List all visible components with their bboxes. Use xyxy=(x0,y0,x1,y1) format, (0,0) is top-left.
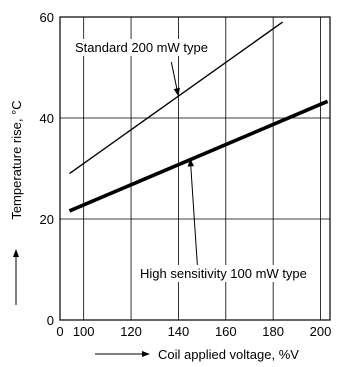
y-tick-label: 0 xyxy=(47,313,54,328)
x-axis-arrow-head xyxy=(142,351,150,357)
x-tick-label: 160 xyxy=(215,324,237,339)
y-axis-label: Temperature rise, °C xyxy=(9,100,24,219)
x-tick-label: 100 xyxy=(73,324,95,339)
x-axis-title: Coil applied voltage, %V xyxy=(95,347,299,362)
y-axis-title: Temperature rise, °C xyxy=(9,100,24,305)
x-tick-label: 0 xyxy=(56,324,63,339)
series-label-1: Standard 200 mW type xyxy=(75,40,208,55)
x-tick-label: 120 xyxy=(120,324,142,339)
x-tick-label: 140 xyxy=(168,324,190,339)
x-tick-label: 200 xyxy=(310,324,332,339)
y-tick-label: 20 xyxy=(40,212,54,227)
series-label-2: High sensitivity 100 mW type xyxy=(140,266,307,281)
leader-line-2 xyxy=(190,158,197,265)
y-tick-label: 40 xyxy=(40,111,54,126)
y-axis-arrow-head xyxy=(13,249,19,257)
y-tick-label: 60 xyxy=(40,10,54,25)
x-tick-label: 180 xyxy=(262,324,284,339)
x-axis-label: Coil applied voltage, %V xyxy=(158,347,299,362)
